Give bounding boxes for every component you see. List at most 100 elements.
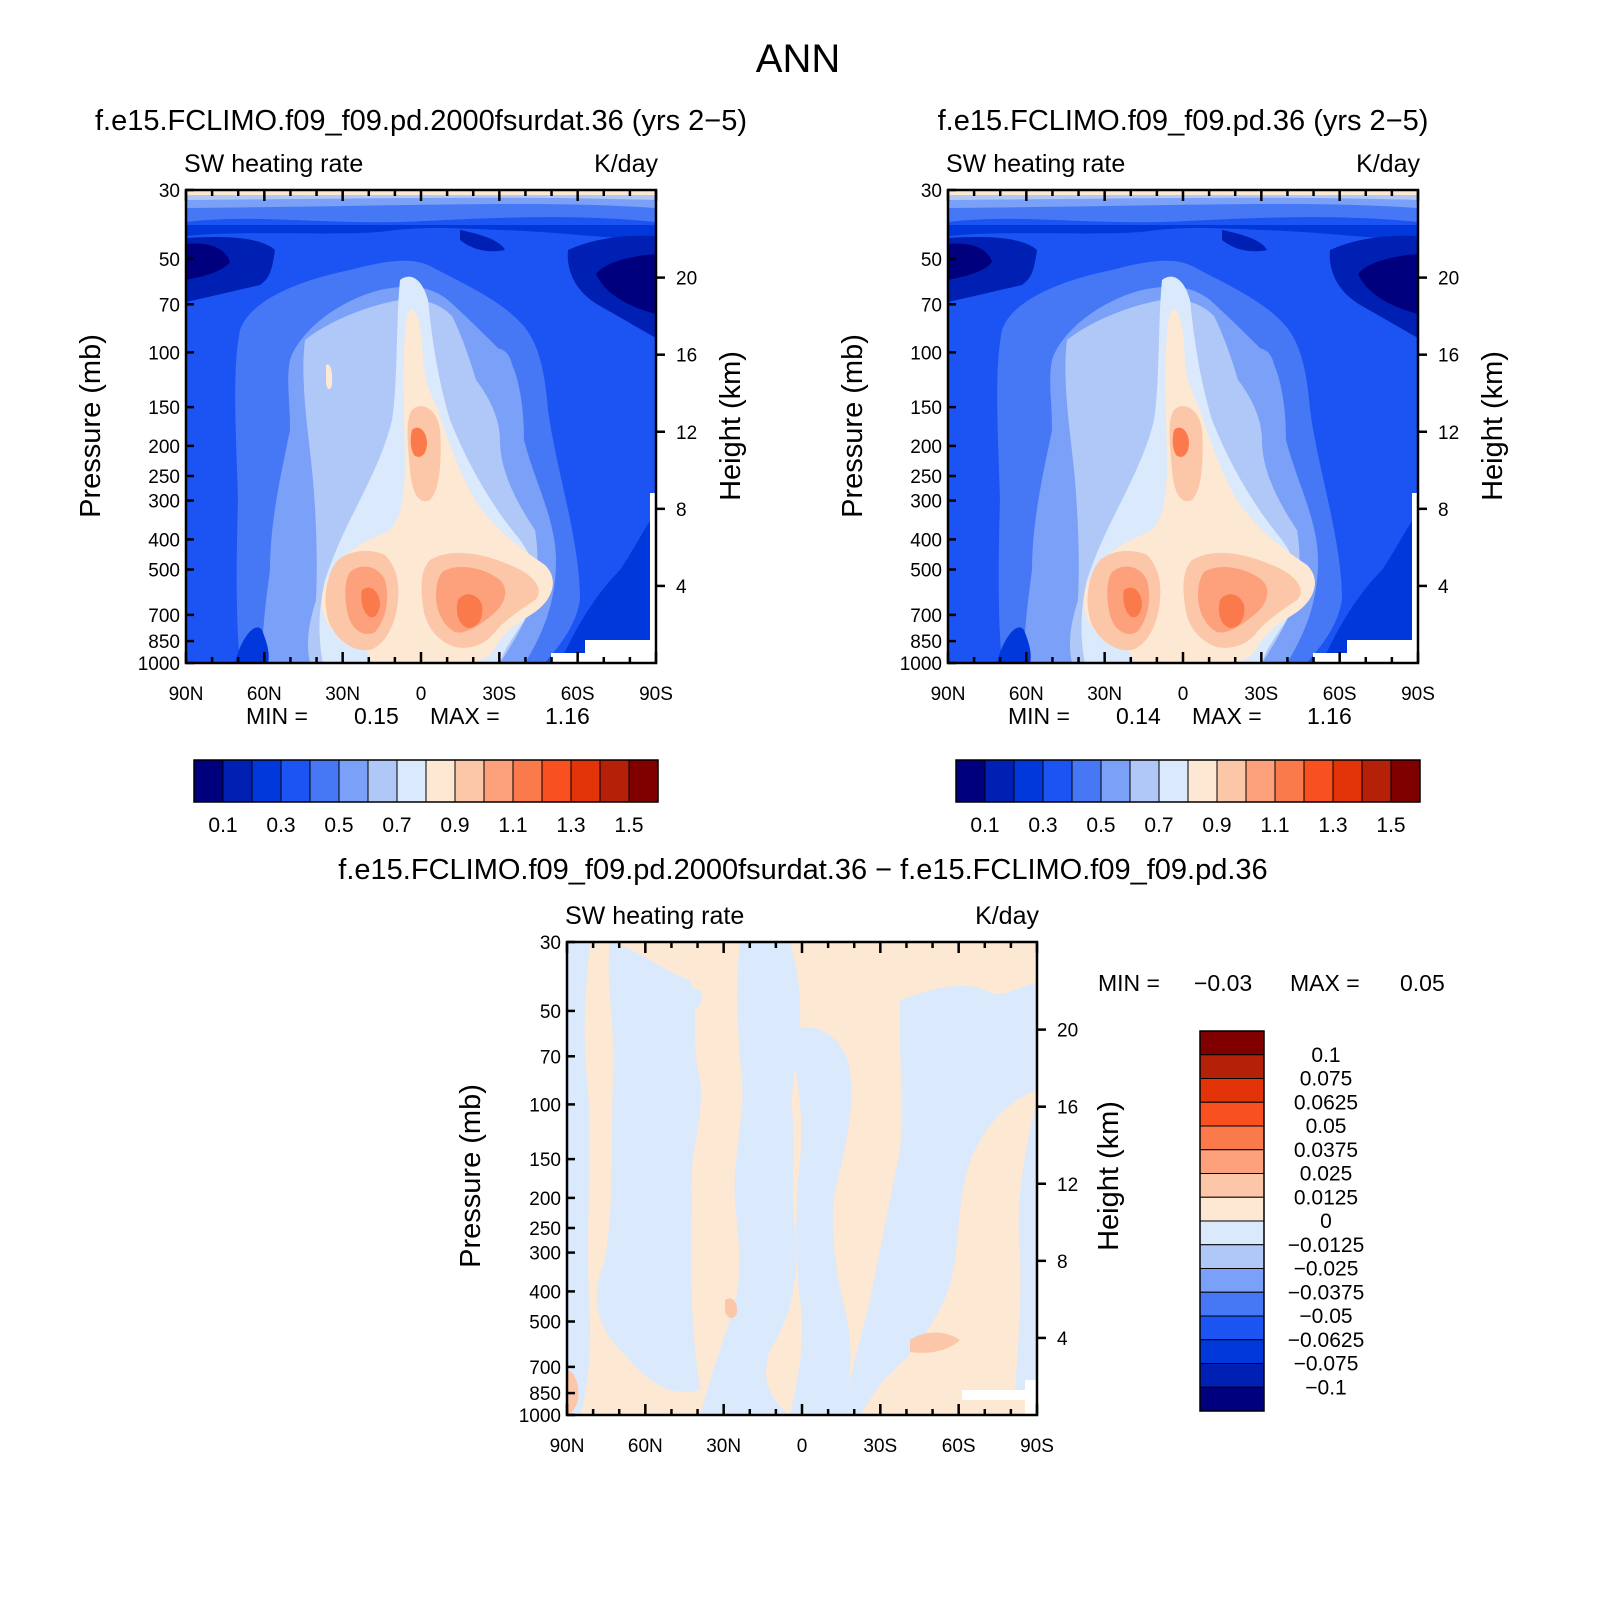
colorbar-box [396,759,427,803]
x-tick-label: 60N [1009,684,1044,705]
colorbar-box [280,759,311,803]
colorbar-box [1303,759,1334,803]
y-tick-label: 70 [921,295,942,316]
x-tick-label: 0 [1178,684,1189,705]
panel-3-colorbar: 0.10.0750.06250.050.03750.0250.01250−0.0… [1199,1030,1365,1412]
colorbar-frame [1199,1030,1265,1412]
panel-2-colorbar: 0.1 0.3 0.5 0.7 0.9 1.1 1.3 1.5 [955,759,1421,837]
x-tick-label: 30S [1244,684,1278,705]
colorbar-box [1199,1030,1265,1056]
colorbar-label: 0.9 [440,814,469,837]
y-tick-label: 150 [148,398,180,419]
y-right-tick-label: 16 [1438,346,1459,367]
x-tick-label: 60N [628,1436,663,1457]
colorbar-box [1274,759,1305,803]
y-right-tick-label: 20 [676,269,697,290]
panel-1-max-label: MAX = [430,703,500,729]
colorbar-label: 0.0625 [1294,1091,1358,1114]
colorbar-label: −0.0375 [1288,1281,1365,1304]
colorbar-label: 0.3 [266,814,295,837]
panel-1-ylabel: Pressure (mb) [75,334,107,518]
colorbar-box [1199,1149,1265,1174]
y-tick-label: 100 [910,343,942,364]
panel-1-right-ticks: 20 16 12 8 4 [656,269,697,598]
colorbar-label: 0.05 [1306,1115,1347,1138]
figure-title: ANN [756,37,840,81]
y-tick-label: 850 [910,632,942,653]
y-tick-label: 200 [910,437,942,458]
panel-2-contour-field [948,190,1418,663]
panel-3-contour-field [567,942,1037,1415]
x-tick-label: 30N [325,684,360,705]
colorbar-box [1199,1220,1265,1246]
x-tick-label: 0 [797,1436,808,1457]
colorbar-box [338,759,369,803]
panel-1: f.e15.FCLIMO.f09_f09.pd.2000fsurdat.36 (… [75,105,747,837]
colorbar-label: 0.9 [1202,814,1231,837]
colorbar-box [1199,1173,1265,1198]
colorbar-label: 0.7 [382,814,411,837]
y-right-tick-label: 16 [676,346,697,367]
y-tick-label: 850 [148,632,180,653]
colorbar-box [1187,759,1218,803]
x-tick-label: 30S [482,684,516,705]
colorbar-label: 1.1 [1260,814,1289,837]
y-tick-label: 300 [148,492,180,513]
x-tick-label: 60N [247,684,282,705]
colorbar-box [1199,1268,1265,1293]
colorbar-label: 0.1 [208,814,237,837]
y-tick-label: 500 [148,561,180,582]
panel-1-max-value: 1.16 [545,703,590,729]
colorbar-label: 0.0375 [1294,1139,1358,1162]
y-tick-label: 400 [529,1282,561,1303]
y-tick-label: 30 [159,181,180,202]
colorbar-box [1129,759,1160,803]
y-right-tick-label: 4 [676,577,687,598]
colorbar-label: 0.7 [1144,814,1173,837]
x-tick-label: 90N [550,1436,585,1457]
colorbar-box [1199,1054,1265,1079]
y-tick-label: 50 [159,250,180,271]
colorbar-box [541,759,572,803]
x-tick-label: 30S [863,1436,897,1457]
colorbar-box [454,759,485,803]
colorbar-label: 0.025 [1300,1163,1353,1186]
colorbar-label: 1.5 [614,814,643,837]
panel-3-bottom-ticks: 90N 60N 30N 0 30S 60S 90S [550,1404,1054,1457]
y-right-tick-label: 12 [1057,1175,1078,1196]
colorbar-box [1199,1339,1265,1364]
colorbar-box [1199,1101,1265,1127]
y-tick-label: 1000 [138,654,180,675]
panel-3-minmax: MIN = −0.03 MAX = 0.05 [1098,970,1445,996]
colorbar-box [628,759,659,803]
panel-2-title: f.e15.FCLIMO.f09_f09.pd.36 (yrs 2−5) [938,105,1429,137]
colorbar-box [1199,1363,1265,1388]
colorbar-box [1199,1291,1265,1317]
y-tick-label: 700 [910,606,942,627]
colorbar-box [1199,1196,1265,1222]
colorbar-box [1199,1386,1265,1412]
panel-2-units-label: K/day [1356,150,1420,178]
y-tick-label: 50 [921,250,942,271]
panel-3-right-ticks: 20 16 12 8 4 [1037,1021,1078,1350]
x-tick-label: 0 [416,684,427,705]
y-tick-label: 250 [529,1219,561,1240]
panel-3-max-value: 0.05 [1400,970,1445,996]
colorbar-box [1332,759,1363,803]
y-tick-label: 30 [921,181,942,202]
x-tick-label: 90S [1401,684,1435,705]
colorbar-label: 0.075 [1300,1068,1353,1091]
y-right-tick-label: 8 [1438,500,1449,521]
y-right-tick-label: 8 [1057,1252,1068,1273]
y-tick-label: 300 [529,1244,561,1265]
panel-2-right-ticks: 20 16 12 8 4 [1418,269,1459,598]
colorbar-box [570,759,601,803]
y-tick-label: 500 [910,561,942,582]
y-right-tick-label: 12 [676,423,697,444]
y-tick-label: 150 [529,1150,561,1171]
colorbar-box [984,759,1015,803]
panel-3-min-value: −0.03 [1194,970,1252,996]
